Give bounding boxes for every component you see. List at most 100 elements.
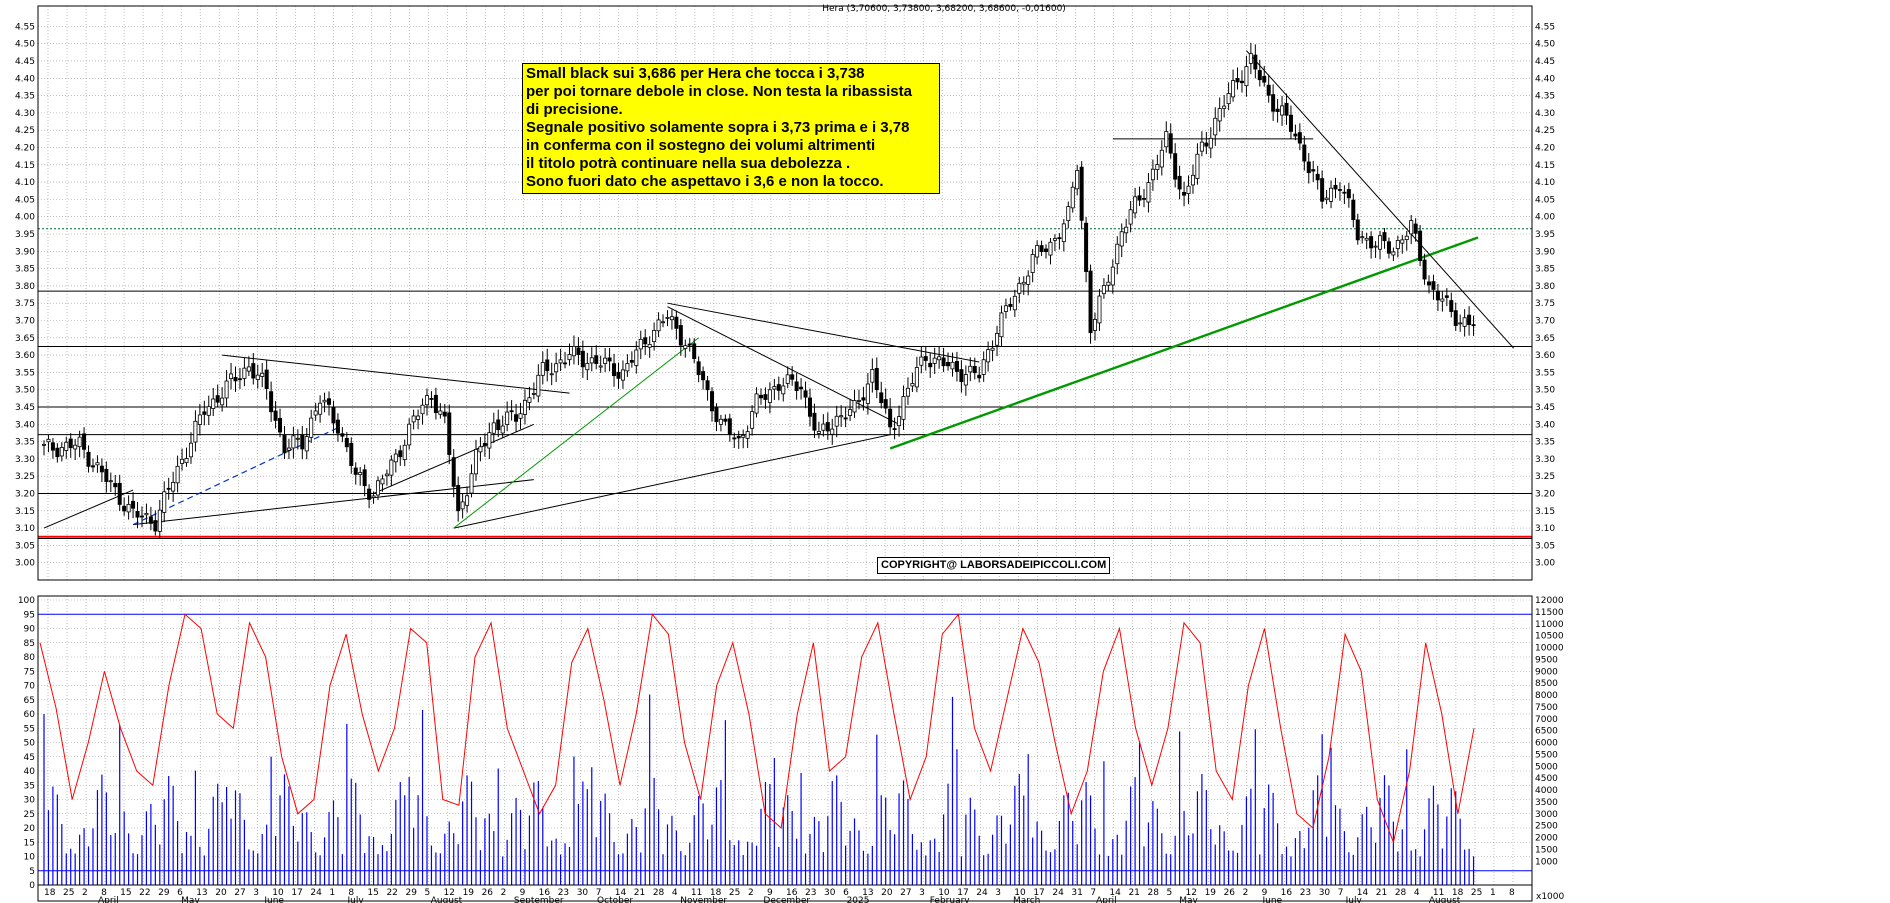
candle-body: [1248, 53, 1253, 64]
x-day-tick: 3: [995, 888, 1001, 898]
candle-body: [745, 431, 750, 439]
candle-body: [1021, 281, 1026, 285]
volume-unit-label: x1000: [1536, 892, 1565, 902]
candle-body: [1030, 254, 1035, 273]
volume-tick-label: 7500: [1535, 703, 1558, 713]
y-tick-label-right: 4.05: [1535, 195, 1555, 205]
candle-body: [447, 412, 452, 455]
candle-body: [500, 425, 505, 434]
candle-body: [304, 436, 309, 452]
candle-body: [1284, 102, 1289, 116]
y-tick-label-left: 3.25: [15, 472, 35, 482]
x-day-tick: 14: [615, 888, 627, 898]
candle-body: [1088, 270, 1093, 334]
candle-body: [585, 363, 590, 371]
candle-body: [1079, 166, 1084, 221]
candle-body: [1306, 161, 1311, 174]
y-tick-label-left: 4.10: [15, 178, 35, 188]
x-day-tick: 28: [1395, 888, 1407, 898]
x-day-tick: 18: [44, 888, 56, 898]
x-day-tick: 15: [120, 888, 131, 898]
candle-body: [353, 467, 358, 475]
x-month-label: October: [597, 896, 633, 903]
x-day-tick: 3: [253, 888, 259, 898]
candle-body: [683, 345, 688, 349]
volume-tick-label: 5500: [1535, 750, 1558, 760]
candle-body: [1190, 174, 1195, 186]
x-day-tick: 4: [672, 888, 678, 898]
price-panel-frame: [37, 5, 1533, 581]
x-day-tick: 20: [881, 888, 893, 898]
candle-body: [73, 444, 78, 450]
candle-body: [1391, 251, 1396, 256]
candle-body: [465, 495, 470, 506]
x-month-label: July: [1345, 896, 1363, 903]
x-day-tick: 12: [444, 888, 455, 898]
candle-body: [166, 487, 171, 490]
x-day-tick: 2: [501, 888, 507, 898]
x-day-tick: 13: [862, 888, 873, 898]
candle-body: [327, 398, 332, 405]
candle-body: [750, 411, 755, 429]
x-month-label: November: [680, 896, 727, 903]
y-tick-label-left: 4.25: [15, 126, 35, 136]
osc-tick-label: 0: [29, 881, 35, 891]
candle-body: [1444, 295, 1449, 298]
candle-body: [727, 418, 732, 435]
copyright-label: COPYRIGHT@ LABORSADEIPICCOLI.COM: [877, 557, 1111, 574]
y-tick-label-left: 3.70: [15, 316, 35, 326]
candle-body: [554, 363, 559, 373]
y-tick-label-right: 3.60: [1535, 351, 1555, 361]
trendline-green-thin: [453, 337, 699, 529]
candle-body: [1293, 133, 1298, 137]
candle-body: [1297, 132, 1302, 144]
candle-body: [843, 417, 848, 420]
candle-body: [1342, 191, 1347, 194]
osc-tick-label: 55: [24, 724, 35, 734]
candle-body: [433, 394, 438, 414]
candle-body: [1253, 54, 1258, 70]
candle-body: [86, 451, 91, 467]
candle-body: [963, 374, 968, 386]
volume-tick-label: 4500: [1535, 774, 1558, 784]
x-day-tick: 25: [729, 888, 740, 898]
x-day-tick: 8: [101, 888, 107, 898]
candle-body: [839, 415, 844, 418]
x-day-tick: 17: [1033, 888, 1044, 898]
candle-body: [1115, 243, 1120, 265]
candle-body: [825, 422, 830, 432]
candle-body: [171, 482, 176, 492]
x-month-label: 2025: [847, 896, 870, 903]
y-tick-label-right: 4.40: [1535, 74, 1555, 84]
x-day-tick: 22: [139, 888, 150, 898]
candle-body: [678, 325, 683, 346]
y-tick-label-right: 3.35: [1535, 438, 1555, 448]
y-tick-label-left: 3.05: [15, 541, 35, 551]
candle-body: [291, 435, 296, 449]
candle-body: [1164, 131, 1169, 148]
volume-tick-label: 6500: [1535, 727, 1558, 737]
candle-body: [674, 316, 679, 329]
volume-tick-label: 8000: [1535, 691, 1558, 701]
candle-body: [68, 438, 73, 449]
candle-body: [669, 316, 674, 321]
x-day-tick: 7: [596, 888, 602, 898]
osc-tick-label: 50: [24, 739, 36, 749]
candle-body: [1155, 164, 1160, 170]
x-day-tick: 9: [767, 888, 773, 898]
y-tick-label-left: 4.00: [15, 213, 35, 223]
y-tick-label-right: 3.00: [1535, 559, 1555, 569]
x-day-tick: 29: [405, 888, 417, 898]
candle-body: [852, 400, 857, 413]
candle-body: [874, 368, 879, 391]
candle-body: [384, 473, 389, 477]
x-day-tick: 7: [1338, 888, 1344, 898]
y-tick-label-right: 3.25: [1535, 472, 1555, 482]
candle-body: [1150, 168, 1155, 181]
candle-body: [714, 407, 719, 423]
x-day-tick: 10: [938, 888, 950, 898]
candle-body: [175, 465, 180, 484]
y-tick-label-right: 4.55: [1535, 22, 1555, 32]
candle-body: [1048, 241, 1053, 256]
y-tick-label-left: 3.00: [15, 559, 35, 569]
